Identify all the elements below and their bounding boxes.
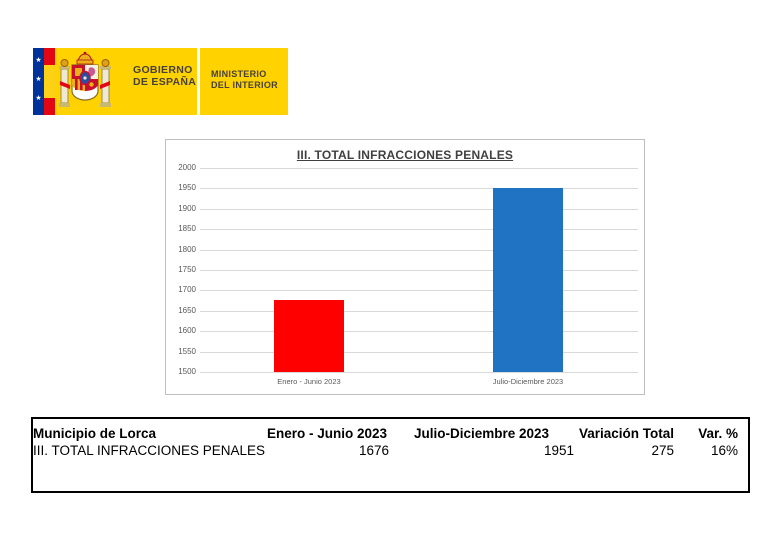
gridline xyxy=(200,168,638,169)
chart-title: III. TOTAL INFRACCIONES PENALES xyxy=(296,148,514,162)
gridline xyxy=(200,351,638,353)
summary-table: Municipio de Lorca Enero - Junio 2023 Ju… xyxy=(31,417,750,493)
flag-yellow-band xyxy=(44,65,55,98)
y-tick-label: 1950 xyxy=(178,183,196,193)
government-label: GOBIERNO DE ESPAÑA xyxy=(133,64,196,88)
flag-red-band xyxy=(44,98,55,115)
gridline xyxy=(200,331,638,333)
y-tick-label: 1650 xyxy=(178,305,196,315)
value-julio-diciembre: 1951 xyxy=(543,443,574,458)
y-tick-label: 1600 xyxy=(178,326,196,336)
y-tick-label: 1550 xyxy=(178,346,196,356)
logo-left-block: ★ ★ ★ xyxy=(33,48,197,115)
gridline xyxy=(200,208,638,210)
y-tick-label: 1850 xyxy=(178,224,196,234)
chart-bar xyxy=(493,187,563,372)
value-variacion-total: 275 xyxy=(651,443,674,458)
y-tick-label: 2000 xyxy=(178,163,196,172)
star-icon: ★ xyxy=(35,57,42,64)
spain-coat-of-arms-icon xyxy=(59,51,111,107)
government-label-line1: GOBIERNO xyxy=(133,64,193,76)
gridline xyxy=(200,290,638,292)
header-enero-junio: Enero - Junio 2023 xyxy=(267,426,388,441)
y-tick-label: 1800 xyxy=(178,244,196,254)
gobierno-de-espana-logo: ★ ★ ★ xyxy=(33,48,288,115)
row-label: III. TOTAL INFRACCIONES PENALES xyxy=(33,443,266,458)
eu-flag-strip: ★ ★ ★ xyxy=(33,48,44,115)
logo-right-block: MINISTERIO DEL INTERIOR xyxy=(200,48,288,115)
table-row: III. TOTAL INFRACCIONES PENALES 1676 195… xyxy=(33,442,748,459)
y-tick-label: 1700 xyxy=(178,285,196,295)
government-label-line2: DE ESPAÑA xyxy=(133,76,197,88)
bar-chart: III. TOTAL INFRACCIONES PENALES 2000 1950… xyxy=(165,139,645,395)
header-var-pct: Var. % xyxy=(698,426,738,441)
header-julio-diciembre: Julio-Diciembre 2023 xyxy=(413,426,550,441)
value-var-pct: 16% xyxy=(710,443,738,458)
ministry-label: MINISTERIO DEL INTERIOR xyxy=(211,69,278,91)
table-header-row: Municipio de Lorca Enero - Junio 2023 Ju… xyxy=(33,425,748,442)
header-municipio: Municipio de Lorca xyxy=(33,426,157,441)
gridline xyxy=(200,310,638,312)
ministry-label-line1: MINISTERIO xyxy=(211,69,267,79)
value-enero-junio: 1676 xyxy=(358,443,389,458)
gridline xyxy=(200,249,638,251)
star-icon: ★ xyxy=(35,76,42,83)
gridline xyxy=(200,188,638,190)
spain-flag-strip xyxy=(44,48,55,115)
y-tick-label: 1900 xyxy=(178,203,196,213)
gridline xyxy=(200,372,638,373)
ministry-label-line2: DEL INTERIOR xyxy=(211,80,278,90)
gridline xyxy=(200,229,638,231)
flag-red-band xyxy=(44,48,55,65)
chart-bar xyxy=(274,300,344,372)
gridline xyxy=(200,270,638,271)
x-category-label: Enero - Junio 2023 xyxy=(277,377,341,386)
y-tick-label: 1750 xyxy=(178,265,196,274)
star-icon: ★ xyxy=(35,95,42,102)
x-category-label: Julio-Diciembre 2023 xyxy=(492,377,564,386)
header-variacion-total: Variación Total xyxy=(578,426,674,441)
y-tick-label: 1500 xyxy=(178,367,196,376)
